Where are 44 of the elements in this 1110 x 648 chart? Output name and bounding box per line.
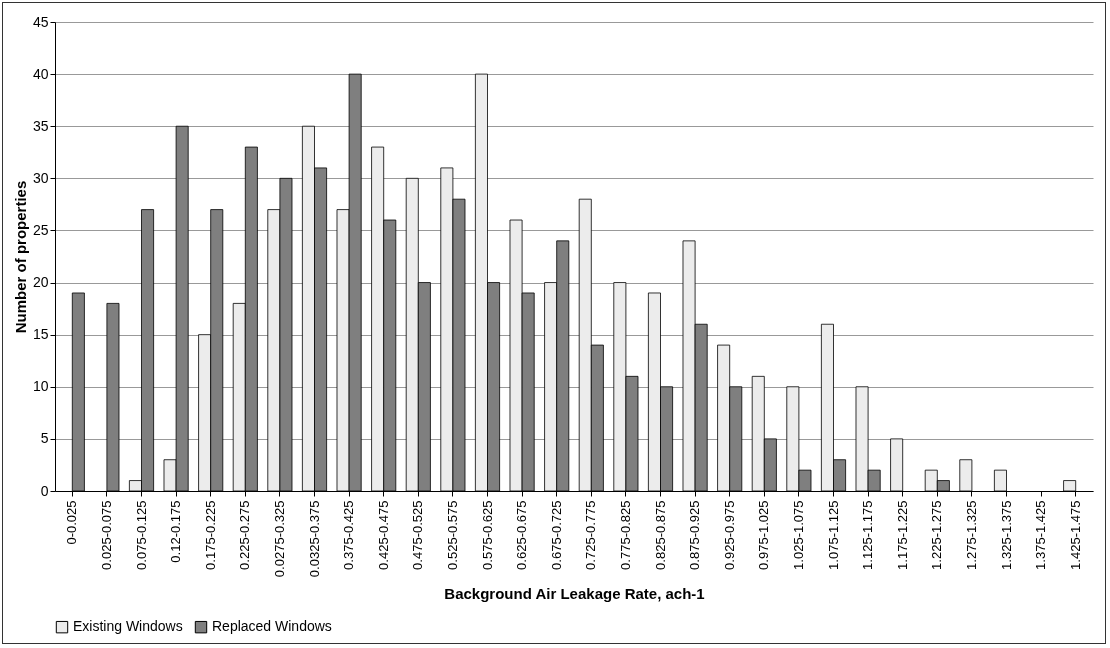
x-tick-label: 0-0.025: [64, 500, 80, 545]
y-tick-label: 35: [32, 117, 49, 134]
x-tick-label: 0.925-0.975: [721, 500, 737, 570]
y-tick-label: 15: [32, 326, 49, 343]
x-tick-label: 0.975-1.025: [756, 500, 772, 570]
x-tick-label: 0.225-0.275: [237, 500, 253, 570]
y-tick-label: 40: [32, 65, 49, 82]
x-tick-label: 0.875-0.925: [687, 500, 703, 570]
x-tick-label: 1.025-1.075: [790, 500, 806, 570]
x-tick-label: 0.425-0.475: [375, 500, 391, 570]
x-tick-label: 0.775-0.825: [617, 500, 633, 570]
x-tick-label: 0.12-0.175: [168, 500, 184, 563]
legend-label: Replaced Windows: [212, 618, 332, 635]
x-tick-label: 1.425-1.475: [1067, 500, 1083, 570]
x-tick-label: 0.375-0.425: [341, 500, 357, 570]
x-tick-label: 1.225-1.275: [929, 500, 945, 570]
x-tick-label: 1.375-1.425: [1033, 500, 1049, 570]
x-tick-label: 0.625-0.675: [514, 500, 530, 570]
x-tick-label: 0.525-0.575: [444, 500, 460, 570]
x-tick-label: 0.575-0.625: [479, 500, 495, 570]
y-tick-label: 25: [32, 221, 49, 238]
x-tick-label: 1.075-1.125: [825, 500, 841, 570]
x-tick-label: 0.825-0.875: [652, 500, 668, 570]
x-tick-label: 0.725-0.775: [583, 500, 599, 570]
x-tick-label: 1.325-1.375: [998, 500, 1014, 570]
x-tick-label: 0.175-0.225: [202, 500, 218, 570]
y-axis-title: Number of properties: [11, 180, 29, 334]
y-tick-label: 30: [32, 169, 49, 186]
x-tick-label: 0.075-0.125: [133, 500, 149, 570]
y-tick-label: 10: [32, 378, 49, 395]
x-tick-label: 1.175-1.225: [894, 500, 910, 570]
y-tick-label: 5: [40, 430, 49, 447]
y-tick-label: 0: [40, 482, 49, 499]
x-tick-label: 0.675-0.725: [548, 500, 564, 570]
y-tick-label: 20: [32, 274, 49, 291]
x-tick-label: 1.125-1.175: [860, 500, 876, 570]
x-tick-label: 0.025-0.075: [98, 500, 114, 570]
x-tick-label: 0.0325-0.375: [306, 500, 322, 578]
x-tick-label: 0.475-0.525: [410, 500, 426, 570]
y-tick-label: 45: [32, 13, 49, 30]
x-axis-title: Background Air Leakage Rate, ach-1: [444, 585, 705, 603]
x-tick-label: 0.0275-0.325: [271, 500, 287, 578]
legend-label: Existing Windows: [73, 618, 183, 635]
x-tick-label: 1.275-1.325: [963, 500, 979, 570]
